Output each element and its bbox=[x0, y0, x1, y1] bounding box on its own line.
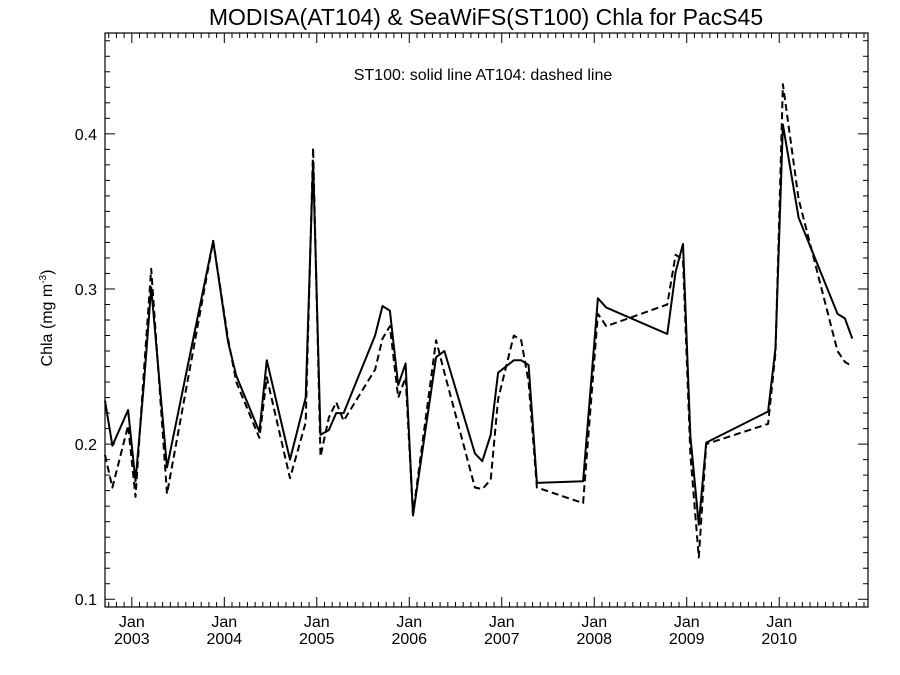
x-tick-label-year: 2007 bbox=[484, 631, 520, 648]
x-tick-label-month: Jan bbox=[766, 614, 792, 631]
x-tick-label-month: Jan bbox=[489, 614, 515, 631]
x-tick-label-year: 2008 bbox=[576, 631, 612, 648]
line-style-annotation: ST100: solid line AT104: dashed line bbox=[354, 67, 613, 84]
x-tick-label-year: 2005 bbox=[299, 631, 335, 648]
y-tick-label: 0.2 bbox=[75, 437, 97, 454]
axis-tick-labels: 0.10.20.30.4Jan2003Jan2004Jan2005Jan2006… bbox=[75, 127, 797, 648]
y-tick-label: 0.4 bbox=[75, 127, 97, 144]
series-group bbox=[104, 83, 854, 559]
y-axis-label-superscript: -3 bbox=[38, 274, 49, 283]
x-tick-label-month: Jan bbox=[674, 614, 700, 631]
y-tick-label: 0.3 bbox=[75, 282, 97, 299]
chart-title: MODISA(AT104) & SeaWiFS(ST100) Chla for … bbox=[209, 4, 763, 30]
y-axis-label-suffix: ) bbox=[39, 270, 56, 275]
x-tick-label-year: 2010 bbox=[761, 631, 797, 648]
y-tick-label: 0.1 bbox=[75, 592, 97, 609]
y-axis-label: Chla (mg m-3) bbox=[38, 270, 56, 367]
series-line-st100 bbox=[104, 123, 854, 526]
x-tick-label-year: 2006 bbox=[391, 631, 427, 648]
axis-ticks bbox=[105, 33, 868, 607]
x-tick-label-month: Jan bbox=[211, 614, 237, 631]
x-tick-label-month: Jan bbox=[396, 614, 422, 631]
x-tick-label-month: Jan bbox=[119, 614, 145, 631]
x-tick-label-year: 2004 bbox=[207, 631, 243, 648]
plot-frame bbox=[104, 32, 869, 608]
y-axis-label-base: Chla (mg m bbox=[39, 284, 56, 367]
x-tick-label-month: Jan bbox=[581, 614, 607, 631]
series-line-at104 bbox=[104, 83, 853, 559]
x-tick-label-year: 2003 bbox=[114, 631, 150, 648]
x-tick-label-year: 2009 bbox=[669, 631, 705, 648]
x-tick-label-month: Jan bbox=[304, 614, 330, 631]
